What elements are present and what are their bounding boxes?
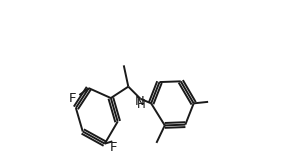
Text: H: H (137, 98, 146, 111)
Text: F: F (69, 92, 76, 105)
Text: N: N (135, 95, 145, 108)
Text: F: F (109, 141, 117, 152)
